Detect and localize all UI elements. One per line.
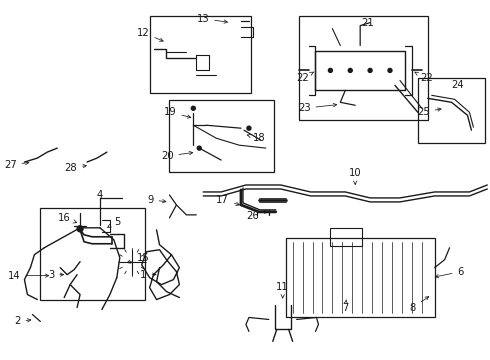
Text: 10: 10 [349, 168, 362, 184]
Text: 21: 21 [362, 18, 374, 28]
Text: 19: 19 [164, 107, 191, 118]
Text: 16: 16 [57, 213, 76, 223]
Text: 6: 6 [435, 267, 464, 278]
Text: 9: 9 [147, 195, 166, 205]
Circle shape [191, 106, 196, 110]
Text: 26: 26 [246, 211, 268, 221]
Circle shape [77, 226, 83, 232]
Text: 3: 3 [48, 270, 64, 280]
Text: 17: 17 [216, 195, 240, 206]
Text: 15: 15 [127, 253, 149, 263]
Text: 22: 22 [415, 72, 433, 84]
Text: 18: 18 [247, 133, 266, 143]
Bar [170, 100, 274, 172]
Text: 23: 23 [298, 103, 337, 113]
Text: 20: 20 [161, 151, 193, 161]
Text: 27: 27 [4, 160, 29, 170]
Text: 7: 7 [342, 300, 348, 312]
Text: 24: 24 [451, 80, 464, 90]
Text: 8: 8 [410, 297, 429, 312]
Circle shape [247, 126, 251, 130]
Circle shape [368, 68, 372, 72]
Bar [330, 228, 362, 246]
Text: 5: 5 [108, 217, 120, 228]
Bar [40, 208, 145, 300]
Bar [149, 15, 251, 93]
Text: 11: 11 [276, 282, 289, 298]
Text: 25: 25 [417, 107, 441, 117]
Bar [418, 78, 485, 143]
Bar [286, 238, 435, 318]
Circle shape [348, 68, 352, 72]
Circle shape [388, 68, 392, 72]
Text: 1: 1 [140, 270, 156, 280]
Text: 13: 13 [196, 14, 227, 24]
Text: 12: 12 [137, 28, 163, 41]
Text: 4: 4 [97, 190, 103, 200]
Text: 28: 28 [65, 163, 86, 173]
Text: 14: 14 [8, 271, 49, 281]
Text: 22: 22 [296, 72, 314, 84]
Circle shape [328, 68, 332, 72]
Text: 2: 2 [14, 316, 31, 327]
Circle shape [197, 146, 201, 150]
Bar [298, 15, 428, 120]
